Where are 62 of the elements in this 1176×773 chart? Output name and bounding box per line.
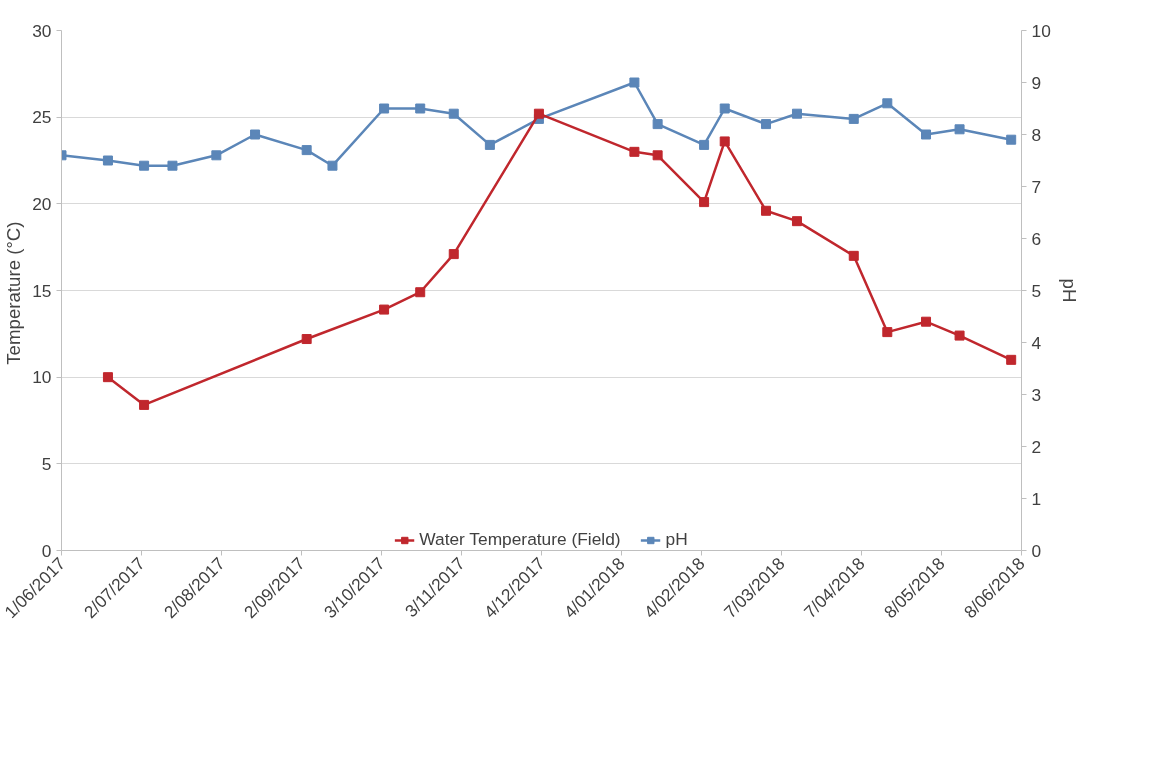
point — [791, 108, 802, 119]
y-axis-title: Temperature (°C) — [3, 221, 25, 365]
point — [484, 139, 495, 150]
point — [791, 216, 802, 227]
y2-tick-label: 3 — [1031, 384, 1042, 405]
point — [954, 124, 965, 135]
point — [848, 250, 859, 261]
y-tick-label: 30 — [32, 20, 52, 41]
point — [921, 129, 932, 140]
y2-tick-label: 1 — [1031, 488, 1042, 509]
y2-tick-label: 4 — [1031, 332, 1042, 353]
point — [415, 103, 426, 114]
point — [699, 139, 710, 150]
y-tick-label: 5 — [41, 453, 52, 474]
point — [327, 160, 338, 171]
y-tick-label: 0 — [41, 540, 52, 561]
point — [448, 108, 459, 119]
point — [719, 103, 730, 114]
y2-tick-label: 10 — [1031, 20, 1051, 41]
y-tick-label: 20 — [32, 193, 52, 214]
point — [102, 155, 113, 166]
point — [301, 145, 312, 156]
y-tick-label: 10 — [32, 367, 52, 388]
point — [139, 160, 150, 171]
point — [882, 327, 893, 338]
legend-label: Water Temperature (Field) — [419, 529, 621, 550]
point — [533, 108, 544, 119]
y2-tick-label: 9 — [1031, 72, 1042, 93]
y2-axis-title: pH — [1058, 278, 1080, 303]
point — [1006, 134, 1017, 145]
point — [301, 334, 312, 345]
y2-tick-label: 6 — [1031, 228, 1042, 249]
y2-tick-label: 2 — [1031, 436, 1042, 457]
point — [250, 129, 261, 140]
point — [1006, 354, 1017, 365]
point — [211, 150, 222, 161]
point — [379, 304, 390, 315]
y2-tick-label: 8 — [1031, 124, 1042, 145]
point — [629, 146, 640, 157]
point — [102, 372, 113, 383]
point — [139, 399, 150, 410]
y-tick-label: 25 — [32, 107, 52, 128]
point — [882, 98, 893, 109]
point — [719, 136, 730, 147]
y2-tick-label: 7 — [1031, 176, 1042, 197]
point — [448, 249, 459, 260]
point — [848, 113, 859, 124]
point — [652, 150, 663, 161]
y2-tick-label: 0 — [1031, 540, 1042, 561]
point — [167, 160, 178, 171]
point — [921, 316, 932, 327]
point — [629, 77, 640, 88]
legend-label: pH — [665, 529, 688, 550]
y-tick-label: 15 — [32, 280, 52, 301]
point — [379, 103, 390, 114]
point — [415, 287, 426, 298]
point — [761, 205, 772, 216]
point — [699, 197, 710, 208]
y2-tick-label: 5 — [1031, 280, 1042, 301]
point — [954, 330, 965, 341]
point — [652, 119, 663, 130]
point — [761, 119, 772, 130]
